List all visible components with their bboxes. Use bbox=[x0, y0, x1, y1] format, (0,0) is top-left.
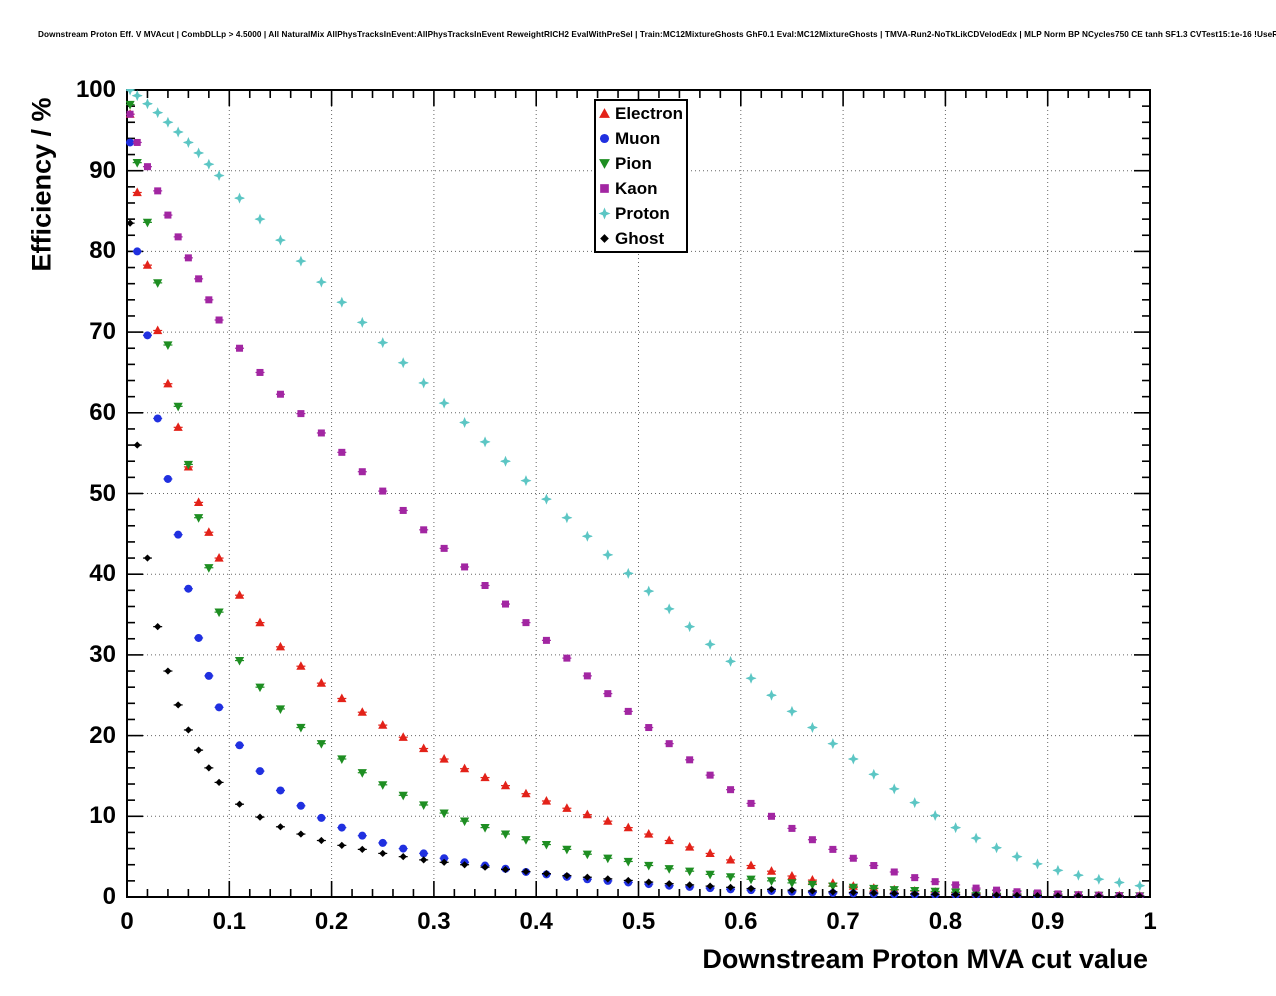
y-tick-label: 60 bbox=[89, 398, 116, 426]
x-tick-label: 0.2 bbox=[314, 908, 349, 935]
x-tick-label: 0.5 bbox=[621, 908, 656, 935]
pion-marker-icon bbox=[599, 159, 610, 169]
legend-item-proton: Proton bbox=[596, 201, 686, 226]
electron-marker-icon bbox=[599, 108, 610, 118]
x-tick-label: 0.3 bbox=[417, 908, 451, 935]
x-tick-label: 0.7 bbox=[826, 908, 860, 935]
legend: Electron Muon Pion Kaon Proton Ghost bbox=[594, 99, 688, 253]
y-tick-label: 30 bbox=[89, 640, 116, 668]
muon-marker-icon bbox=[599, 133, 610, 144]
y-tick-label: 100 bbox=[75, 76, 116, 103]
y-tick-label: 20 bbox=[89, 721, 116, 749]
y-tick-label: 10 bbox=[89, 802, 116, 830]
x-tick-label: 0.8 bbox=[928, 908, 963, 935]
y-tick-label: 0 bbox=[102, 883, 116, 910]
x-tick-label: 0 bbox=[120, 908, 134, 935]
legend-item-ghost: Ghost bbox=[596, 226, 686, 251]
series-proton bbox=[126, 89, 1146, 892]
x-tick-label: 1 bbox=[1143, 908, 1157, 935]
y-tick-label: 80 bbox=[89, 237, 116, 265]
legend-item-muon: Muon bbox=[596, 126, 686, 151]
y-tick-label: 90 bbox=[89, 156, 116, 184]
legend-label: Pion bbox=[615, 154, 652, 173]
x-axis-title: Downstream Proton MVA cut value bbox=[702, 944, 1148, 974]
legend-item-electron: Electron bbox=[596, 101, 686, 126]
legend-item-kaon: Kaon bbox=[596, 176, 686, 201]
x-tick-label: 0.4 bbox=[519, 908, 553, 935]
y-tick-label: 70 bbox=[89, 318, 116, 346]
plot-title: Downstream Proton Eff. V MVAcut | CombDL… bbox=[38, 30, 1276, 39]
y-tick-label: 40 bbox=[89, 560, 116, 588]
grid-lines bbox=[127, 90, 1150, 897]
series-kaon bbox=[126, 110, 1145, 898]
legend-label: Muon bbox=[615, 129, 661, 148]
legend-label: Ghost bbox=[615, 229, 665, 248]
series-ghost bbox=[126, 219, 1145, 898]
kaon-marker-icon bbox=[600, 184, 609, 193]
legend-label: Kaon bbox=[615, 179, 658, 198]
proton-marker-icon bbox=[598, 207, 611, 220]
legend-item-pion: Pion bbox=[596, 151, 686, 176]
x-tick-label: 0.1 bbox=[212, 908, 246, 935]
y-tick-label: 50 bbox=[89, 479, 116, 507]
x-tick-label: 0.6 bbox=[724, 908, 758, 935]
x-tick-label: 0.9 bbox=[1031, 908, 1065, 935]
legend-label: Proton bbox=[615, 204, 670, 223]
axis-ticks bbox=[126, 89, 1151, 898]
ghost-marker-icon bbox=[600, 234, 609, 243]
legend-label: Electron bbox=[615, 104, 684, 123]
